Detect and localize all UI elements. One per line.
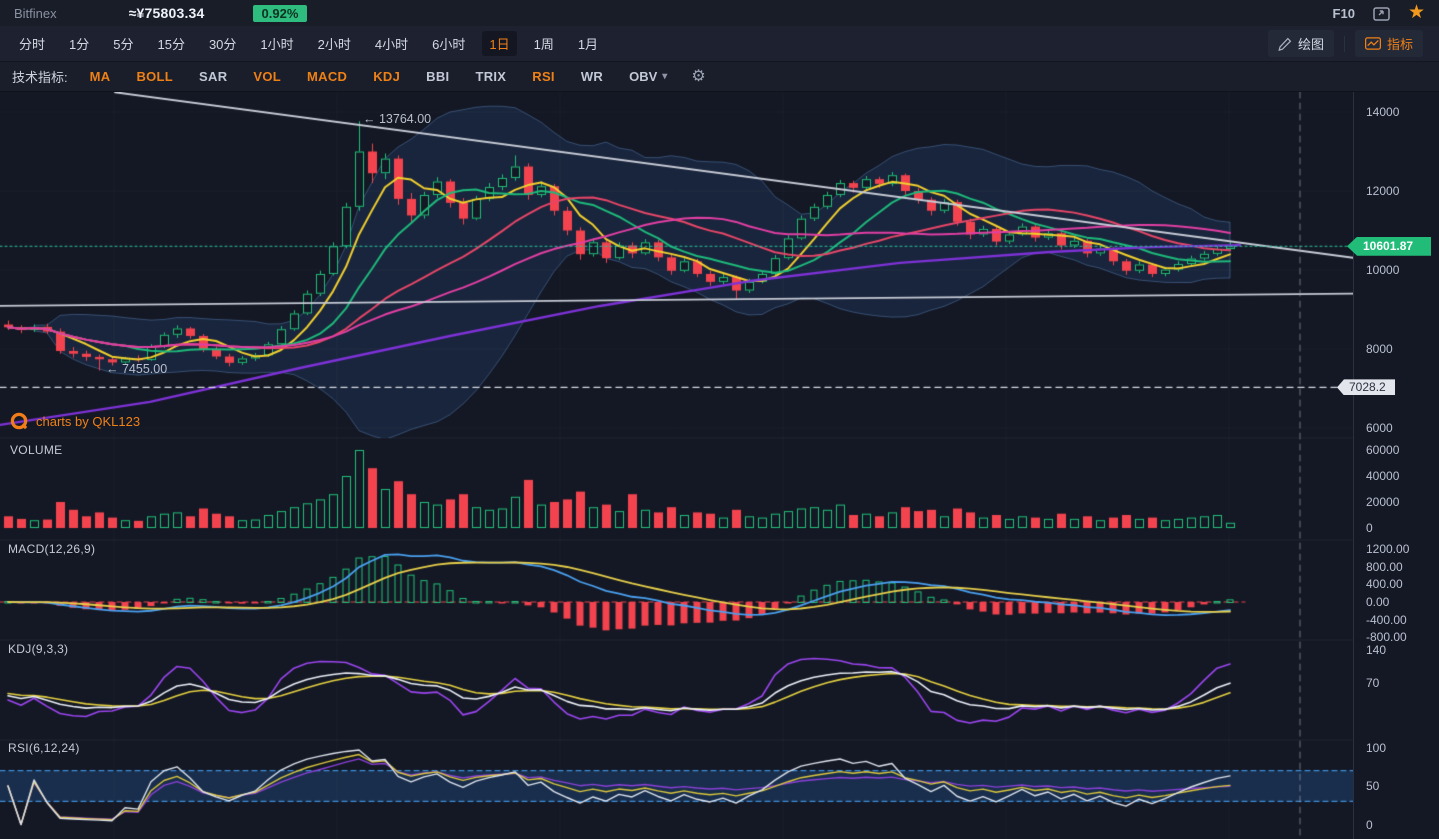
qkl123-logo-icon <box>10 412 29 431</box>
timeframe-tab-分时[interactable]: 分时 <box>19 37 46 52</box>
popout-icon[interactable] <box>1373 6 1390 21</box>
watermark: charts by QKL123 <box>10 412 140 431</box>
timeframe-toolbar: 分时 1分 5分 15分 30分 1小时 2小时 4小时 6小时 1日 1周 1月 绘图 指标 <box>0 26 1439 62</box>
price-axis-border <box>1353 92 1354 839</box>
volume-axis-tick: 20000 <box>1366 495 1400 509</box>
timeframe-tab-5分[interactable]: 5分 <box>113 37 134 52</box>
top-bar: Bitfinex ≈¥75803.34 0.92% F10 ★ <box>0 0 1439 26</box>
obv-dropdown[interactable]: OBV ▾ <box>629 69 667 84</box>
indicator-toggle-KDJ[interactable]: KDJ <box>373 69 401 84</box>
volume-axis-tick: 40000 <box>1366 469 1400 483</box>
exchange-name: Bitfinex <box>14 5 57 21</box>
macd-panel-title: MACD(12,26,9) <box>8 542 96 556</box>
timeframe-tab-6小时[interactable]: 6小时 <box>432 37 466 52</box>
timeframe-tab-30分[interactable]: 30分 <box>208 37 237 52</box>
f10-button[interactable]: F10 <box>1332 5 1355 21</box>
indicator-toggle-VOL[interactable]: VOL <box>253 69 282 84</box>
annotation-low: ← 7455.00 <box>106 361 168 376</box>
price-axis-tick: 10000 <box>1366 263 1400 277</box>
kdj-axis-tick: 140 <box>1366 643 1387 657</box>
chart-canvas[interactable] <box>0 92 1353 839</box>
rsi-axis-tick: 100 <box>1366 740 1387 755</box>
macd-axis-tick: 800.00 <box>1366 559 1403 574</box>
rsi-axis-tick: 50 <box>1366 779 1380 793</box>
volume-panel-title: VOLUME <box>10 443 63 457</box>
settings-gear-icon[interactable]: ⚙ <box>691 67 706 85</box>
indicators-title: 技术指标: <box>12 70 68 85</box>
indicators-tool-button[interactable]: 指标 <box>1354 30 1423 57</box>
volume-axis-tick: 0 <box>1366 521 1373 535</box>
indicator-toggle-RSI[interactable]: RSI <box>532 69 555 84</box>
timeframe-tab-1日[interactable]: 1日 <box>482 31 517 56</box>
indicator-toolbar: 技术指标: MA BOLL SAR VOL MACD KDJ BBI TRIX RSI WR OB… <box>0 62 1439 92</box>
macd-axis-tick: 400.00 <box>1366 577 1403 592</box>
indicators-tool-label: 指标 <box>1386 37 1413 52</box>
draw-tool-button[interactable]: 绘图 <box>1267 30 1334 57</box>
timeframe-tab-1月[interactable]: 1月 <box>577 37 599 52</box>
indicator-toggle-WR[interactable]: WR <box>580 69 604 84</box>
price-axis-tick: 14000 <box>1366 105 1400 119</box>
macd-axis-tick: 0.00 <box>1366 595 1390 609</box>
price-cny: ≈¥75803.34 <box>128 5 205 21</box>
indicator-toggle-MACD[interactable]: MACD <box>307 69 348 84</box>
toolbar-divider <box>1343 35 1345 52</box>
favorite-star-icon[interactable]: ★ <box>1407 2 1425 23</box>
kdj-axis-tick: 70 <box>1366 676 1380 690</box>
obv-dropdown-label: OBV <box>629 69 658 84</box>
macd-axis-tick: -800.00 <box>1366 630 1407 645</box>
chevron-down-icon: ▾ <box>662 71 668 82</box>
timeframe-tab-2小时[interactable]: 2小时 <box>317 37 351 52</box>
timeframe-tab-1小时[interactable]: 1小时 <box>260 37 294 52</box>
indicator-toggle-MA[interactable]: MA <box>89 69 111 84</box>
macd-axis-tick: -400.00 <box>1366 612 1407 627</box>
indicator-toggle-BBI[interactable]: BBI <box>426 69 450 84</box>
indicator-toggle-TRIX[interactable]: TRIX <box>475 69 507 84</box>
chart-line-icon <box>1364 37 1381 50</box>
watermark-text: charts by QKL123 <box>36 414 141 429</box>
pencil-icon <box>1278 37 1292 51</box>
indicator-toggle-SAR[interactable]: SAR <box>199 69 228 84</box>
price-axis-tick: 6000 <box>1366 421 1393 435</box>
timeframe-tab-15分[interactable]: 15分 <box>157 37 185 52</box>
timeframe-tabs: 分时 1分 5分 15分 30分 1小时 2小时 4小时 6小时 1日 1周 1月 <box>12 31 605 56</box>
indicator-toggle-BOLL[interactable]: BOLL <box>136 69 174 84</box>
timeframe-tab-1周[interactable]: 1周 <box>533 37 554 52</box>
price-axis-tick: 8000 <box>1366 342 1393 356</box>
kdj-panel-title: KDJ(9,3,3) <box>8 642 69 656</box>
draw-tool-label: 绘图 <box>1297 37 1324 52</box>
rsi-axis-tick: 0 <box>1366 817 1373 832</box>
annotation-high: ← 13764.00 <box>363 112 432 127</box>
rsi-panel-title: RSI(6,12,24) <box>8 741 80 755</box>
price-axis-tick: 12000 <box>1366 184 1400 198</box>
last-price-tag: 10601.87 <box>1347 236 1431 256</box>
timeframe-tab-4小时[interactable]: 4小时 <box>374 37 409 52</box>
level-price-tag: 7028.2 <box>1337 379 1395 396</box>
chart-area: 14000 12000 10000 8000 6000 60000 40000 20000 0 1… <box>0 92 1439 839</box>
indicator-toggles: MA BOLL SAR VOL MACD KDJ BBI TRIX RSI WR <box>90 69 603 84</box>
macd-axis-tick: 1200.00 <box>1366 542 1410 557</box>
timeframe-tab-1分[interactable]: 1分 <box>69 37 90 52</box>
volume-axis-tick: 60000 <box>1366 443 1400 457</box>
change-badge: 0.92% <box>252 4 308 22</box>
